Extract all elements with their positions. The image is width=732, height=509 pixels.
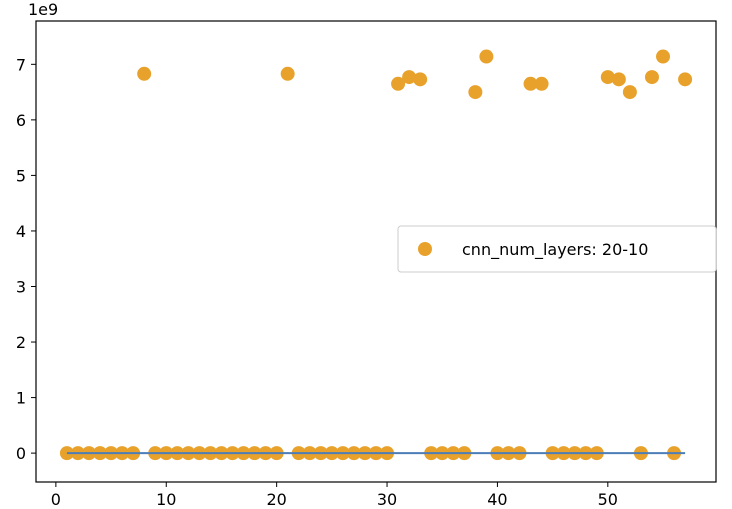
y-tick-label: 2: [16, 333, 26, 352]
scatter-point: [479, 49, 494, 64]
scatter-point: [656, 49, 671, 64]
y-offset-label: 1e9: [28, 0, 58, 19]
scatter-point: [468, 85, 483, 100]
scatter-point: [644, 70, 659, 85]
x-tick-label: 50: [598, 490, 618, 509]
scatter-point: [413, 72, 428, 87]
y-tick-label: 3: [16, 277, 26, 296]
y-tick-label: 1: [16, 389, 26, 408]
scatter-point: [622, 85, 637, 100]
x-axis: 0 10 20 30 40 50: [51, 482, 618, 509]
y-axis: 0 1 2 3 4 5 6 7: [16, 55, 36, 463]
x-tick-label: 40: [487, 490, 507, 509]
scatter-point: [391, 76, 406, 91]
x-tick-label: 10: [156, 490, 176, 509]
y-tick-label: 0: [16, 444, 26, 463]
scatter-point: [523, 76, 538, 91]
scatter-point: [402, 70, 417, 85]
y-tick-label: 7: [16, 55, 26, 74]
scatter-point: [280, 66, 295, 81]
legend-marker: [418, 242, 432, 256]
legend-box: [397, 225, 717, 273]
x-tick-label: 30: [377, 490, 397, 509]
x-tick-label: 0: [51, 490, 61, 509]
y-tick-label: 4: [16, 222, 26, 241]
x-tick-label: 20: [266, 490, 286, 509]
legend-entry-label: cnn_num_layers: 20-10: [462, 240, 648, 260]
series-layer: [59, 49, 693, 461]
legend: cnn_num_layers: 20-10: [397, 225, 717, 273]
scatter-point: [678, 72, 693, 87]
scatter-point: [600, 70, 615, 85]
scatter-point: [611, 72, 626, 87]
scatter-point: [534, 76, 549, 91]
scatter-point: [137, 66, 152, 81]
y-tick-label: 5: [16, 166, 26, 185]
y-tick-label: 6: [16, 111, 26, 130]
